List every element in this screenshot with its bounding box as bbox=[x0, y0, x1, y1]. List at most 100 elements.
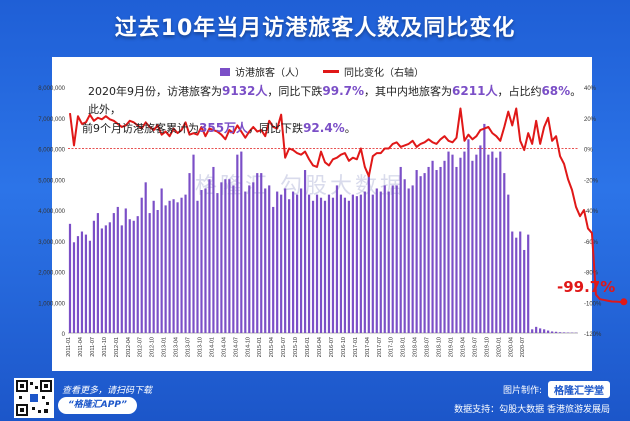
x-tick-label: 2017-10 bbox=[389, 337, 395, 357]
bar bbox=[471, 160, 474, 333]
bar bbox=[379, 191, 382, 333]
x-tick-label: 2014-01 bbox=[209, 337, 215, 357]
x-tick-label: 2011-07 bbox=[90, 337, 96, 357]
scan-hint: 查看更多，请扫码下载 bbox=[62, 386, 153, 396]
legend-item-line: 同比变化（右轴） bbox=[323, 64, 424, 79]
bar bbox=[128, 219, 131, 333]
bar bbox=[236, 154, 239, 333]
y-left-tick-label: 7,000,000 bbox=[38, 117, 65, 123]
y-left-tick-label: 4,000,000 bbox=[38, 209, 65, 215]
x-tick-label: 2020-01 bbox=[496, 337, 502, 357]
bar bbox=[539, 328, 542, 333]
bar bbox=[427, 166, 430, 333]
x-tick-label: 2017-07 bbox=[377, 337, 383, 357]
data-source: 数据支持：勾股大数据 香港旅游发展局 bbox=[454, 405, 610, 415]
credit-brand: 格隆汇学堂 bbox=[548, 381, 610, 398]
bar bbox=[463, 151, 466, 333]
bar bbox=[543, 329, 546, 333]
bar bbox=[96, 213, 99, 333]
bar bbox=[176, 202, 179, 333]
bar bbox=[284, 188, 287, 333]
bar bbox=[200, 190, 203, 333]
bar bbox=[272, 206, 275, 333]
bar bbox=[156, 210, 159, 333]
legend-bar-swatch bbox=[220, 67, 230, 76]
y-left-tick-label: 5,000,000 bbox=[38, 178, 65, 184]
y-right-tick-label: 0% bbox=[584, 148, 593, 154]
bar bbox=[204, 188, 207, 333]
x-tick-label: 2020-07 bbox=[520, 337, 526, 357]
bar bbox=[558, 332, 562, 333]
bar bbox=[248, 185, 251, 333]
bar bbox=[371, 194, 374, 333]
note-highlight: 9132人 bbox=[222, 84, 268, 98]
bar bbox=[399, 166, 402, 333]
chart-title: 过去10年当月访港旅客人数及同比变化 bbox=[114, 16, 516, 41]
bar bbox=[562, 332, 566, 333]
note-text: 2020年9月份，访港旅客为 bbox=[88, 85, 222, 98]
bar bbox=[76, 236, 80, 333]
bar bbox=[479, 145, 482, 333]
y-right-tick-label: 20% bbox=[584, 117, 597, 123]
y-right-tick-label: -60% bbox=[584, 240, 599, 246]
bar bbox=[260, 173, 263, 333]
annotation-line-1: 2020年9月份，访港旅客为9132人，同比下跌99.7%，其中内地旅客为621… bbox=[82, 82, 592, 119]
bar bbox=[363, 191, 366, 333]
bar bbox=[419, 176, 422, 333]
y-right-tick-label: -100% bbox=[584, 301, 602, 307]
bar bbox=[523, 249, 526, 333]
x-tick-label: 2013-10 bbox=[197, 337, 203, 357]
bar bbox=[475, 154, 478, 333]
bar bbox=[252, 182, 255, 333]
annotation-text: 2020年9月份，访港旅客为9132人，同比下跌99.7%，其中内地旅客为621… bbox=[82, 82, 592, 138]
qr-icon bbox=[16, 380, 52, 416]
bar bbox=[507, 194, 510, 333]
bar bbox=[315, 194, 319, 333]
bar bbox=[395, 185, 398, 333]
bar bbox=[196, 200, 199, 333]
x-tick-label: 2012-10 bbox=[150, 337, 156, 357]
bar bbox=[172, 199, 175, 333]
bar bbox=[495, 157, 498, 333]
x-tick-label: 2020-04 bbox=[508, 337, 514, 357]
bar bbox=[184, 194, 187, 333]
y-right-tick-label: -80% bbox=[584, 271, 599, 277]
x-tick-label: 2015-10 bbox=[293, 337, 299, 357]
note-text: ，同比下跌 bbox=[248, 122, 304, 135]
x-tick-label: 2016-01 bbox=[305, 337, 311, 357]
bar bbox=[351, 194, 354, 333]
bar bbox=[451, 154, 454, 333]
bar bbox=[220, 182, 223, 333]
bar bbox=[72, 242, 76, 333]
x-tick-label: 2013-01 bbox=[162, 337, 168, 357]
note-text: ，其中内地旅客为 bbox=[364, 85, 453, 98]
bar bbox=[339, 194, 343, 333]
note-text: 。此外， bbox=[88, 85, 582, 116]
bar bbox=[431, 160, 434, 333]
y-right-tick-label: -20% bbox=[584, 178, 599, 184]
bar bbox=[232, 185, 235, 333]
bar bbox=[443, 160, 446, 333]
x-tick-label: 2012-07 bbox=[138, 337, 144, 357]
bar bbox=[383, 185, 386, 333]
bar bbox=[148, 213, 151, 333]
y-left-tick-label: 6,000,000 bbox=[38, 148, 65, 154]
bar bbox=[180, 197, 183, 333]
bar bbox=[331, 197, 335, 333]
bar bbox=[104, 225, 107, 333]
bar bbox=[439, 166, 442, 333]
bar bbox=[256, 173, 259, 333]
bar bbox=[499, 151, 502, 333]
bar bbox=[435, 170, 438, 333]
note-text: ，占比约 bbox=[497, 85, 542, 98]
bar bbox=[547, 330, 550, 333]
x-tick-label: 2012-01 bbox=[114, 337, 120, 357]
app-download-pill[interactable]: “格隆汇APP” bbox=[58, 397, 137, 414]
qr-code[interactable] bbox=[14, 378, 54, 418]
bar bbox=[554, 331, 558, 333]
bar bbox=[467, 139, 470, 333]
x-tick-label: 2018-01 bbox=[401, 337, 407, 357]
bar bbox=[168, 200, 171, 333]
y-left-tick-label: 0 bbox=[62, 332, 66, 338]
bar bbox=[503, 173, 506, 333]
